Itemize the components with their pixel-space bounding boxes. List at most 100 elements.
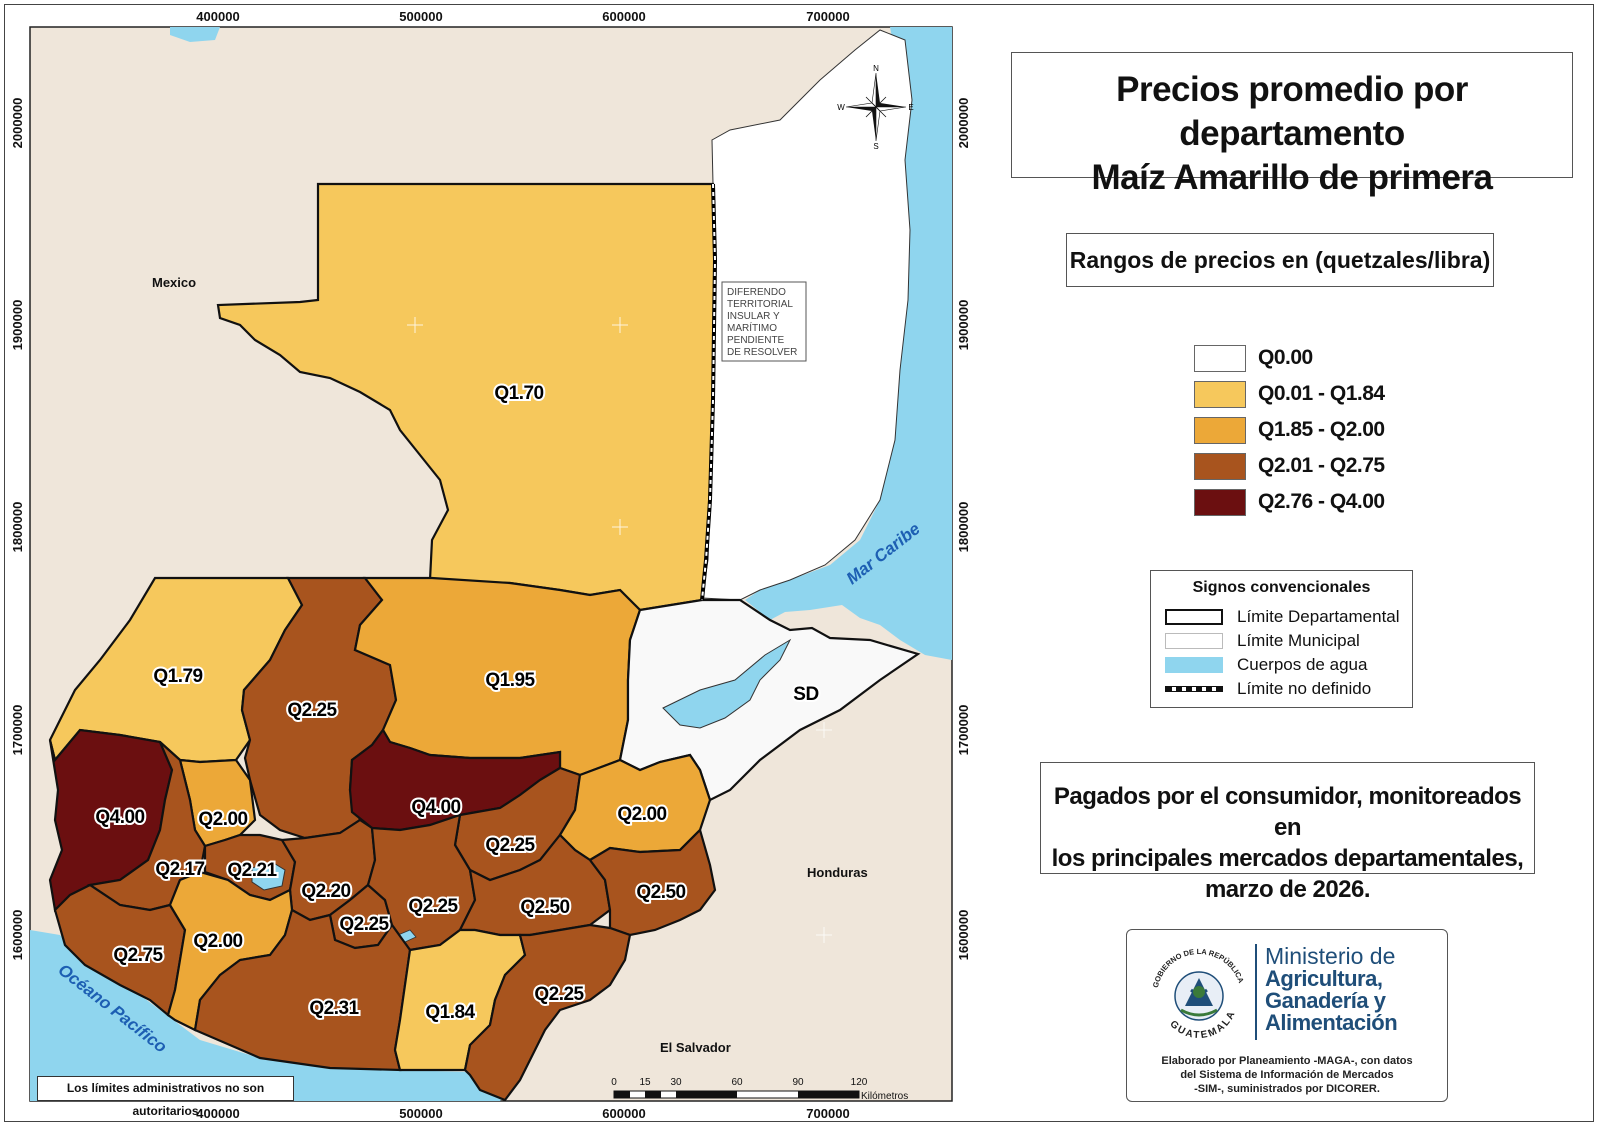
x-tick-label: 700000: [806, 9, 849, 24]
price-zacapa: Q2.00: [617, 804, 666, 825]
ranges-title: Rangos de precios en (quetzales/libra): [1066, 233, 1494, 287]
legend-label: Q2.01 - Q2.75: [1258, 454, 1385, 477]
svg-text:Kilómetros: Kilómetros: [861, 1091, 908, 1102]
signos-label: Límite no definido: [1237, 679, 1372, 698]
y-tick-label: 1600000: [956, 910, 971, 961]
svg-text:PENDIENTE: PENDIENTE: [727, 335, 785, 346]
label-mexico: Mexico: [152, 275, 196, 290]
guatemala-seal-icon: GOBIERNO DE LA REPÚBLICA GUATEMALA: [1151, 947, 1246, 1041]
legend-swatch: [1194, 488, 1246, 516]
credits-line-2: del Sistema de Información de Mercados: [1180, 1069, 1394, 1081]
svg-text:DE RESOLVER: DE RESOLVER: [727, 347, 797, 358]
price-alta-verapaz: Q1.95: [485, 670, 535, 691]
svg-text:90: 90: [792, 1077, 804, 1088]
legend-label: Q2.76 - Q4.00: [1258, 490, 1385, 513]
price-peten: Q1.70: [494, 383, 543, 404]
svg-text:E: E: [908, 103, 913, 112]
legend-swatch: [1194, 452, 1246, 480]
y-tick-label: 1900000: [956, 300, 971, 351]
department-price-labels: Q1.70 Q1.79 Q2.25 Q1.95 SD Q4.00 Q2.00 Q…: [93, 381, 821, 1025]
dept-boundary-symbol: [1165, 609, 1223, 625]
lake-north: [170, 27, 220, 42]
credits-line-3: -SIM-, suministrados por DICORER.: [1194, 1083, 1380, 1095]
x-tick-label: 500000: [399, 1106, 442, 1121]
svg-text:TERRITORIAL: TERRITORIAL: [727, 299, 793, 310]
svg-text:0: 0: [611, 1077, 617, 1088]
y-axis-left: 2000000 1900000 1800000 1700000 1600000: [10, 98, 25, 961]
svg-text:30: 30: [670, 1077, 682, 1088]
price-el-progreso: Q2.25: [485, 835, 535, 856]
legend-item: Q2.01 - Q2.75: [1194, 448, 1385, 484]
svg-text:N: N: [873, 64, 879, 73]
scale-bar: 0 15 30 60 90 120 Kilómetros: [611, 1077, 908, 1102]
legend-swatch: [1194, 416, 1246, 444]
x-axis-top: 400000 500000 600000 700000: [196, 9, 849, 24]
x-tick-label: 600000: [602, 9, 645, 24]
svg-text:15: 15: [639, 1077, 651, 1088]
price-chimaltenango: Q2.20: [301, 881, 350, 902]
price-totonicapan: Q2.00: [198, 809, 247, 830]
water-symbol: [1165, 657, 1223, 673]
dept-chiquimula[interactable]: [588, 827, 717, 937]
legend-label: Q0.01 - Q1.84: [1258, 382, 1385, 405]
diferendo-note: DIFERENDO TERRITORIAL INSULAR Y MARÍTIMO…: [721, 281, 807, 362]
svg-text:120: 120: [851, 1077, 868, 1088]
price-quiche: Q2.25: [287, 700, 337, 721]
svg-text:60: 60: [731, 1077, 743, 1088]
price-guatemala: Q2.25: [408, 896, 458, 917]
maga-logo-box: GOBIERNO DE LA REPÚBLICA GUATEMALA Minis…: [1126, 929, 1448, 1102]
legend-item: Q2.76 - Q4.00: [1194, 484, 1385, 520]
legend-label: Q0.00: [1258, 346, 1313, 369]
signos-convencionales: Signos convencionales Límite Departament…: [1150, 570, 1413, 708]
ministry-line-4: Alimentación: [1265, 1010, 1398, 1035]
price-escuintla: Q2.31: [309, 998, 359, 1019]
note-line-1: Pagados por el consumidor, monitoreados …: [1053, 783, 1522, 841]
price-san-marcos: Q4.00: [95, 807, 144, 828]
y-tick-label: 1800000: [956, 502, 971, 553]
signos-title: Signos convencionales: [1192, 579, 1371, 596]
dept-izabal[interactable]: [618, 598, 921, 802]
y-tick-label: 1600000: [10, 910, 25, 961]
signos-label: Límite Departamental: [1237, 607, 1400, 626]
compass-rose-icon: N S E W: [837, 64, 913, 151]
ministry-line-3: Ganadería y: [1265, 988, 1386, 1013]
undefined-boundary-dash: [701, 183, 717, 601]
dept-jutiapa[interactable]: [463, 923, 632, 1102]
svg-text:MARÍTIMO: MARÍTIMO: [727, 321, 777, 334]
note-line-3: marzo de 2026.: [1204, 876, 1371, 903]
price-quetzaltenango: Q2.17: [155, 859, 204, 880]
signos-label: Límite Municipal: [1237, 631, 1360, 650]
x-axis-bottom: 400000 500000 600000 700000: [196, 1106, 849, 1121]
price-santa-rosa: Q1.84: [425, 1002, 475, 1023]
y-axis-right: 2000000 1900000 1800000 1700000 1600000: [956, 98, 971, 961]
oceano-pacifico-water: [30, 930, 520, 1101]
mar-caribe-water: [745, 27, 952, 660]
x-tick-label: 700000: [806, 1106, 849, 1121]
signos-item: Límite Departamental: [1165, 605, 1412, 629]
price-suchitepequez: Q2.00: [193, 931, 242, 952]
legend-item: Q0.00: [1194, 340, 1385, 376]
title-line-1: Precios promedio por departamento: [1116, 70, 1468, 153]
svg-text:S: S: [873, 142, 878, 151]
undefined-boundary-symbol: [1165, 686, 1223, 692]
disclaimer-note: Los límites administrativos no son autor…: [37, 1076, 294, 1118]
y-tick-label: 2000000: [10, 98, 25, 149]
departments: [48, 182, 921, 1102]
ministry-line-1: Ministerio de: [1265, 943, 1396, 969]
signos-item: Límite Municipal: [1165, 629, 1412, 653]
x-tick-label: 600000: [602, 1106, 645, 1121]
note-line-2: los principales mercados departamentales…: [1051, 845, 1524, 872]
muni-boundary-symbol: [1165, 633, 1223, 649]
legend-item: Q0.01 - Q1.84: [1194, 376, 1385, 412]
label-honduras: Honduras: [807, 865, 868, 880]
svg-text:DIFERENDO: DIFERENDO: [727, 287, 786, 298]
label-el-salvador: El Salvador: [660, 1040, 731, 1055]
legend-item: Q1.85 - Q2.00: [1194, 412, 1385, 448]
credits: Elaborado por Planeamiento -MAGA-, con d…: [1127, 1054, 1447, 1096]
price-jutiapa: Q2.25: [534, 984, 584, 1005]
svg-text:W: W: [837, 103, 845, 112]
ministry-name: Ministerio de Agricultura, Ganadería y A…: [1265, 944, 1445, 1034]
x-tick-label: 400000: [196, 1106, 239, 1121]
y-tick-label: 1800000: [10, 502, 25, 553]
